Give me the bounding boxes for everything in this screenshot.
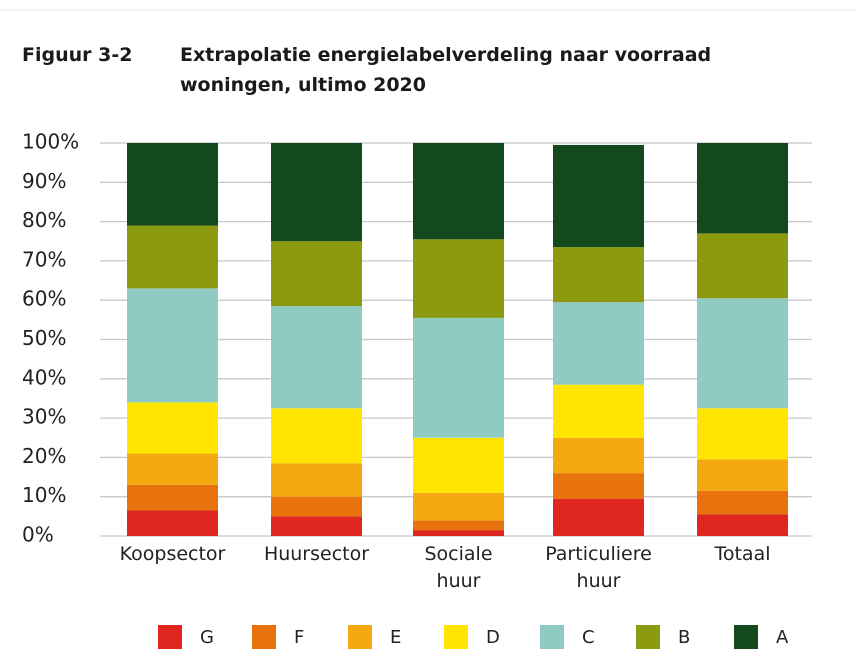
legend-label: A xyxy=(776,627,789,648)
figure-label: Figuur 3-2 xyxy=(22,44,133,66)
y-tick-label: 50% xyxy=(22,326,66,350)
bar-segment xyxy=(697,298,788,409)
legend-swatch xyxy=(158,625,182,649)
bar-segment xyxy=(697,233,788,299)
bar-segment xyxy=(127,143,218,226)
legend-swatch xyxy=(444,625,468,649)
bar-segment xyxy=(271,143,362,242)
bar-segment xyxy=(697,143,788,234)
y-tick-label: 70% xyxy=(22,247,66,271)
legend-swatch xyxy=(636,625,660,649)
legend-swatch xyxy=(540,625,564,649)
legend-label: B xyxy=(678,627,690,648)
bar-segment xyxy=(553,473,644,499)
bar-segment xyxy=(271,463,362,497)
y-tick-label: 30% xyxy=(22,405,66,429)
bar-segment xyxy=(127,453,218,485)
legend-label: F xyxy=(294,627,304,648)
bar-segment xyxy=(553,384,644,438)
bar-segment xyxy=(127,288,218,403)
x-tick-label: Huursector xyxy=(263,543,370,565)
y-tick-label: 90% xyxy=(22,169,66,193)
bar-segment xyxy=(127,510,218,536)
y-tick-label: 100% xyxy=(22,130,79,154)
chart-title: Extrapolatie energielabelverdeling naar … xyxy=(180,44,712,96)
legend-swatch xyxy=(252,625,276,649)
bar-segment xyxy=(271,496,362,517)
bar-segment xyxy=(553,302,644,385)
bar-segment xyxy=(553,144,644,248)
bar-segment xyxy=(553,498,644,536)
legend-swatch xyxy=(348,625,372,649)
bar-segment xyxy=(127,225,218,289)
legend-swatch xyxy=(734,625,758,649)
bar-segment xyxy=(697,459,788,491)
bar-segment xyxy=(413,317,504,438)
y-tick-label: 60% xyxy=(22,287,66,311)
x-tick-label: Sociale huur xyxy=(424,543,493,592)
bar-segment xyxy=(553,437,644,474)
x-tick-label: Totaal xyxy=(714,543,771,565)
bar-segment xyxy=(697,408,788,460)
bar-segment xyxy=(413,437,504,493)
bar-segment xyxy=(413,520,504,531)
bar-segment xyxy=(127,484,218,511)
bar-segment xyxy=(553,247,644,303)
y-tick-label: 10% xyxy=(22,483,66,507)
x-tick-label: Koopsector xyxy=(119,543,226,565)
bar-segment xyxy=(271,306,362,409)
legend-label: D xyxy=(486,627,500,648)
bar-segment xyxy=(697,514,788,536)
bar-segment xyxy=(271,408,362,464)
bar-segment xyxy=(413,492,504,521)
bar-segment xyxy=(413,530,504,536)
bar-segment xyxy=(413,143,504,240)
bar-segment xyxy=(271,516,362,536)
legend-label: E xyxy=(390,627,401,648)
bar-segment xyxy=(127,402,218,454)
bar-segment xyxy=(271,241,362,307)
bar-segment xyxy=(413,239,504,318)
y-tick-label: 40% xyxy=(22,365,66,389)
x-tick-label: Particuliere huur xyxy=(545,543,652,592)
legend-label: C xyxy=(582,627,595,648)
legend-label: G xyxy=(200,627,214,648)
y-tick-label: 80% xyxy=(22,208,66,232)
y-tick-label: 0% xyxy=(22,523,54,547)
bar-segment xyxy=(697,490,788,515)
y-tick-label: 20% xyxy=(22,444,66,468)
